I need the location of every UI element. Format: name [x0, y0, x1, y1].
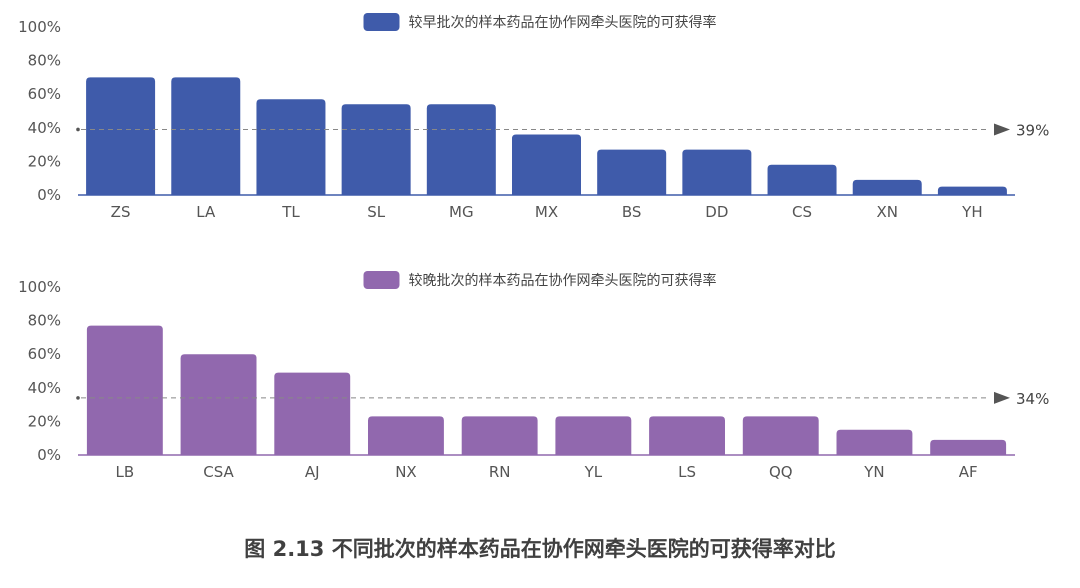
reference-label: 39% — [1016, 121, 1049, 139]
x-category-label: AJ — [305, 463, 320, 481]
x-category-label: CS — [792, 203, 812, 221]
bar-bs — [597, 149, 667, 195]
x-category-label: AF — [959, 463, 978, 481]
bar-yn — [836, 429, 913, 455]
bar-yh — [937, 186, 1007, 195]
y-tick-label: 20% — [28, 412, 61, 430]
x-category-label: SL — [367, 203, 386, 221]
x-category-label: YH — [961, 203, 982, 221]
y-tick-label: 40% — [28, 119, 61, 137]
y-tick-label: 80% — [28, 52, 61, 70]
bar-ls — [649, 416, 725, 455]
x-category-label: LB — [116, 463, 135, 481]
reference-line-start — [76, 127, 80, 132]
x-category-label: NX — [395, 463, 417, 481]
bar-mg — [426, 104, 496, 195]
bar-mx — [512, 134, 581, 195]
x-category-label: QQ — [769, 463, 793, 481]
reference-label: 34% — [1016, 390, 1049, 408]
x-category-label: YN — [863, 463, 884, 481]
x-category-label: YL — [584, 463, 603, 481]
x-category-label: TL — [281, 203, 300, 221]
x-category-label: CSA — [203, 463, 234, 481]
bar-dd — [682, 149, 752, 195]
bar-xn — [852, 179, 922, 195]
reference-arrow-icon — [994, 391, 1010, 404]
bar-sl — [341, 104, 411, 195]
y-tick-label: 40% — [28, 379, 61, 397]
y-tick-label: 20% — [28, 152, 61, 170]
x-category-label: DD — [705, 203, 728, 221]
bar-csa — [180, 354, 257, 455]
x-category-label: MX — [535, 203, 558, 221]
y-tick-label: 60% — [28, 85, 61, 103]
y-tick-label: 0% — [37, 446, 61, 464]
x-category-label: RN — [489, 463, 511, 481]
y-tick-label: 60% — [28, 345, 61, 363]
figure-caption: 图 2.13 不同批次的样本药品在协作网牵头医院的可获得率对比 — [244, 537, 836, 561]
y-tick-label: 100% — [18, 18, 61, 36]
x-category-label: ZS — [111, 203, 131, 221]
bar-tl — [256, 99, 326, 195]
x-category-label: MG — [449, 203, 474, 221]
y-tick-label: 80% — [28, 312, 61, 330]
reference-line-start — [76, 396, 80, 400]
bar-rn — [461, 416, 538, 455]
x-category-label: BS — [622, 203, 642, 221]
x-category-label: XN — [876, 203, 898, 221]
bar-lb — [86, 325, 163, 455]
bar-qq — [742, 416, 819, 455]
bar-cs — [767, 164, 837, 195]
y-tick-label: 0% — [37, 186, 61, 204]
bar-la — [171, 77, 241, 195]
bar-nx — [368, 416, 444, 455]
bar-zs — [86, 77, 156, 195]
x-category-label: LA — [196, 203, 216, 221]
legend-swatch — [363, 271, 400, 289]
legend-label: 较早批次的样本药品在协作网牵头医院的可获得率 — [409, 14, 717, 31]
legend-swatch — [363, 13, 400, 31]
bar-aj — [274, 372, 351, 455]
bar-af — [930, 439, 1007, 455]
bar-yl — [555, 416, 632, 455]
x-category-label: LS — [678, 463, 696, 481]
legend-label: 较晚批次的样本药品在协作网牵头医院的可获得率 — [409, 272, 717, 289]
reference-arrow-icon — [994, 123, 1010, 136]
y-tick-label: 100% — [18, 278, 61, 296]
